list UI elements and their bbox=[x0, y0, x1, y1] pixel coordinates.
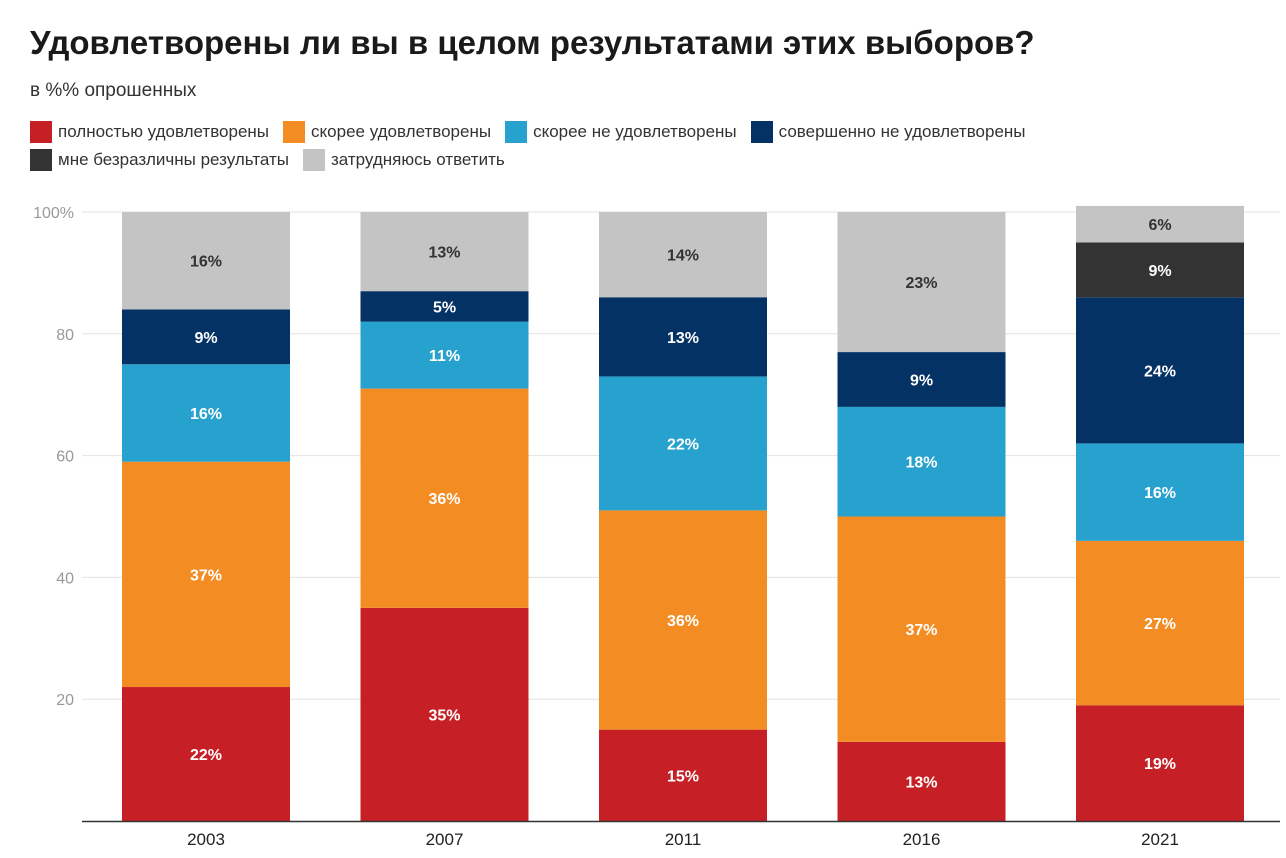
data-label: 5% bbox=[433, 299, 456, 316]
legend-label: полностью удовлетворены bbox=[58, 122, 270, 141]
x-tick-label: 2003 bbox=[187, 830, 225, 849]
x-tick-label: 2016 bbox=[903, 830, 941, 849]
legend-row-2: мне безразличны результаты затрудняюсь о… bbox=[30, 147, 1270, 173]
data-label: 18% bbox=[905, 455, 937, 472]
legend-item-indifferent[interactable]: мне безразличны результаты bbox=[30, 149, 289, 171]
data-label: 13% bbox=[667, 330, 699, 347]
y-tick-label: 40 bbox=[56, 570, 74, 587]
legend-swatch bbox=[30, 121, 52, 143]
data-label: 9% bbox=[194, 330, 217, 347]
legend-label: мне безразличны результаты bbox=[58, 150, 289, 169]
legend-item-not-satisfied-at-all[interactable]: совершенно не удовлетворены bbox=[750, 121, 1026, 143]
bar-segment bbox=[599, 729, 767, 821]
x-tick-label: 2021 bbox=[1141, 830, 1179, 849]
legend-swatch bbox=[750, 121, 773, 143]
y-tick-label: 60 bbox=[56, 449, 74, 466]
legend-label: скорее удовлетворены bbox=[311, 122, 492, 141]
data-label: 14% bbox=[667, 248, 699, 265]
data-label: 9% bbox=[1148, 263, 1171, 280]
legend-item-hard-to-say[interactable]: затрудняюсь ответить bbox=[303, 149, 505, 171]
data-label: 19% bbox=[1144, 756, 1176, 773]
legend-item-rather-not-satisfied[interactable]: скорее не удовлетворены bbox=[505, 121, 737, 143]
bar-segment bbox=[1076, 540, 1244, 706]
data-label: 13% bbox=[905, 774, 937, 791]
data-label: 36% bbox=[428, 491, 460, 508]
legend-swatch bbox=[283, 121, 306, 143]
bar-segment bbox=[122, 461, 290, 688]
legend-item-fully-satisfied[interactable]: полностью удовлетворены bbox=[30, 121, 269, 143]
bar-segment bbox=[599, 376, 767, 511]
data-label: 6% bbox=[1148, 217, 1171, 234]
data-label: 35% bbox=[428, 707, 460, 724]
legend-label: скорее не удовлетворены bbox=[533, 122, 737, 141]
bar-segment bbox=[837, 516, 1006, 742]
bar-segment bbox=[599, 212, 767, 298]
data-label: 13% bbox=[428, 245, 460, 262]
bar-segment bbox=[837, 212, 1006, 353]
bar-segment bbox=[360, 607, 529, 821]
bar-segment bbox=[1076, 705, 1244, 821]
legend-swatch bbox=[30, 149, 52, 171]
legend: полностью удовлетворены скорее удовлетво… bbox=[30, 119, 1270, 175]
bar-segment bbox=[837, 741, 1006, 821]
y-tick-label: 80 bbox=[56, 327, 74, 344]
x-tick-label: 2011 bbox=[665, 830, 702, 849]
legend-label: затрудняюсь ответить bbox=[331, 150, 505, 169]
legend-swatch bbox=[303, 149, 325, 171]
bar-segment bbox=[599, 297, 767, 377]
data-label: 22% bbox=[190, 747, 222, 764]
data-label: 37% bbox=[190, 567, 222, 584]
bar-segment bbox=[1076, 242, 1244, 298]
bar-segment bbox=[1076, 205, 1244, 243]
data-label: 36% bbox=[667, 613, 699, 630]
bar-segment bbox=[122, 212, 290, 310]
data-label: 37% bbox=[905, 622, 937, 639]
data-label: 24% bbox=[1144, 363, 1176, 380]
data-label: 16% bbox=[190, 406, 222, 423]
bar-segment bbox=[360, 388, 529, 608]
bar-segment bbox=[360, 291, 529, 322]
bar-segment bbox=[122, 364, 290, 462]
legend-label: совершенно не удовлетворены bbox=[778, 122, 1026, 141]
data-label: 27% bbox=[1144, 616, 1176, 633]
data-label: 16% bbox=[1144, 485, 1176, 502]
bar-segment bbox=[1076, 443, 1244, 541]
data-label: 16% bbox=[190, 254, 222, 271]
bar-segment bbox=[837, 352, 1006, 407]
bar-segment bbox=[360, 321, 529, 389]
legend-swatch bbox=[505, 121, 528, 143]
x-tick-label: 2007 bbox=[426, 830, 464, 849]
y-tick-label: 100% bbox=[33, 205, 74, 222]
bar-segment bbox=[599, 510, 767, 730]
chart-title: Удовлетворены ли вы в целом результатами… bbox=[30, 24, 1035, 61]
bar-segment bbox=[360, 212, 529, 292]
bar-segment bbox=[837, 406, 1006, 517]
bar-segment bbox=[1076, 297, 1244, 444]
legend-row-1: полностью удовлетворены скорее удовлетво… bbox=[30, 119, 1270, 145]
data-label: 15% bbox=[667, 768, 699, 785]
data-label: 11% bbox=[429, 348, 460, 365]
bar-segment bbox=[122, 309, 290, 365]
y-tick-label: 20 bbox=[56, 692, 74, 709]
data-label: 23% bbox=[905, 275, 937, 292]
data-label: 9% bbox=[910, 372, 933, 389]
chart-subtitle: в %% опрошенных bbox=[30, 80, 197, 101]
legend-item-rather-satisfied[interactable]: скорее удовлетворены bbox=[283, 121, 491, 143]
data-label: 22% bbox=[667, 436, 699, 453]
bar-segment bbox=[122, 687, 290, 821]
